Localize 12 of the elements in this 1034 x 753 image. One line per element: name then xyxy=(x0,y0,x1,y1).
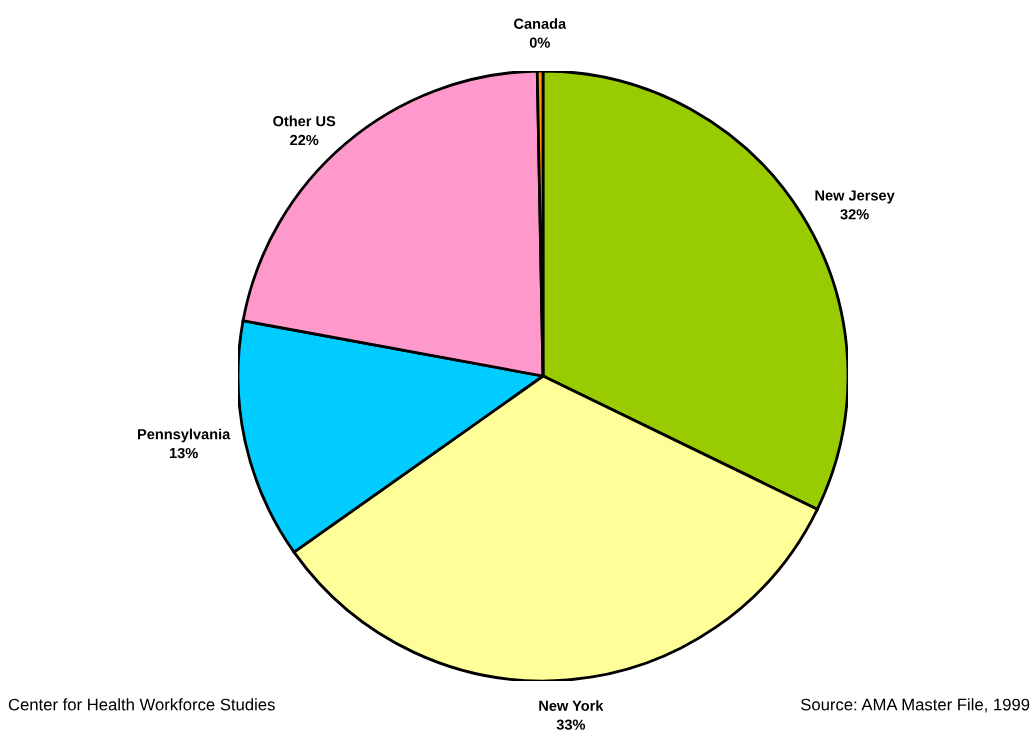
slice-label: New York xyxy=(539,700,604,711)
slice-label: Other US xyxy=(273,115,336,127)
source-note: Source: AMA Master File, 1999 xyxy=(801,698,1030,713)
data-label: 0% xyxy=(529,37,550,48)
data-label: 33% xyxy=(556,719,586,730)
slice-label: Pennsylvania xyxy=(138,428,231,443)
slice-label: Canada xyxy=(514,18,567,29)
slice-label: New Jersey xyxy=(815,190,895,204)
data-label: 32% xyxy=(840,209,869,220)
data-label: 22% xyxy=(290,134,319,146)
text: Center for Health Workforce Studies xyxy=(8,698,275,711)
data-label: 13% xyxy=(169,447,198,459)
